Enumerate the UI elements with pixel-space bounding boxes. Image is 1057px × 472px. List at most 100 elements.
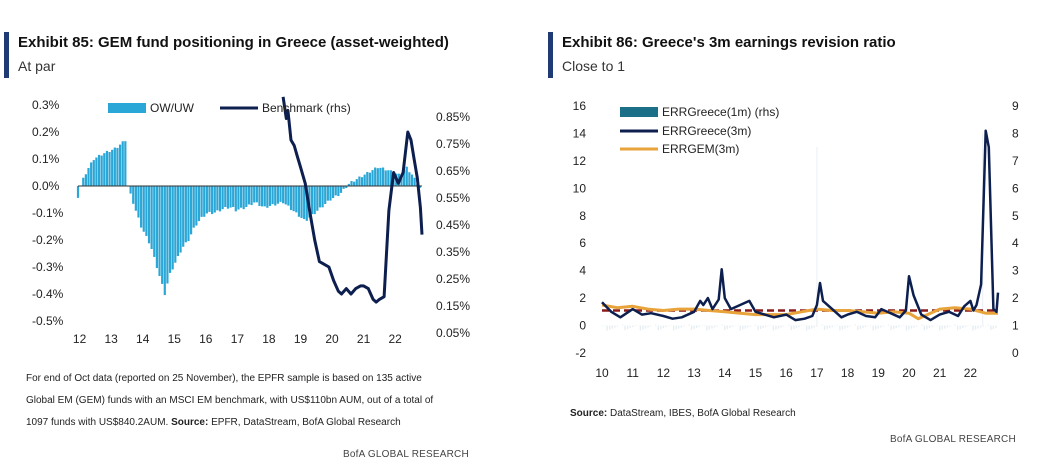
ow-uw-bar [208,186,211,212]
ow-uw-bar [405,166,408,186]
ow-uw-bar [224,186,227,207]
ow-uw-bar [176,186,180,257]
ow-uw-bar [192,186,195,228]
ow-uw-bar [337,186,340,197]
ow-uw-bar [410,174,414,186]
ow-uw-bar [303,186,306,220]
ow-uw-bar [137,186,140,218]
ow-uw-bar [200,186,203,217]
ow-uw-bar [216,186,219,211]
ow-uw-bar [232,186,235,207]
ow-uw-bar [358,176,361,186]
y-right-tick-label: 1 [1012,319,1019,333]
y-left-tick-label: 0.1% [32,152,60,166]
y-right-tick-label: 0.45% [436,218,470,232]
x-tick-label: 19 [294,332,308,346]
ow-uw-bar [363,174,366,186]
ow-uw-bar [418,186,421,188]
exhibit-85-title: Exhibit 85: GEM fund positioning in Gree… [18,34,449,51]
ow-uw-bar [318,186,322,208]
ow-uw-bar [295,186,298,213]
x-tick-label: 14 [136,332,150,346]
ow-uw-bar [413,177,416,186]
x-tick-label: 12 [657,366,671,380]
ow-uw-bar [218,186,222,212]
x-tick-label: 18 [262,332,276,346]
ow-uw-bar [118,144,122,186]
x-tick-label: 15 [168,332,182,346]
ow-uw-bar [147,186,151,244]
ow-uw-bar [211,186,214,215]
ow-uw-bar [400,174,403,186]
ow-uw-bar [403,169,406,186]
exhibit-85-panel: Exhibit 85: GEM fund positioning in Gree… [0,0,520,472]
benchmark-line [281,96,424,304]
ow-uw-bar [245,186,248,207]
ow-uw-bar [134,186,137,211]
legend-label-errgreece-3m: ERRGreece(3m) [662,124,751,138]
ow-uw-bar [229,186,232,208]
y-left-tick-label: 0 [579,319,586,333]
ow-uw-bar [321,186,324,208]
ow-uw-bar [100,155,103,186]
ow-uw-bar [108,151,111,186]
x-tick-label: 13 [687,366,701,380]
source-label: Source: [171,417,209,428]
ow-uw-bar [97,154,101,186]
x-tick-label: 21 [933,366,947,380]
ow-uw-bar [95,157,98,186]
y-right-tick-label: 3 [1012,264,1019,278]
y-left-tick-label: 4 [579,264,586,278]
ow-uw-bar [274,186,277,206]
ow-uw-bar [189,186,193,235]
exhibit-85-chart: 0.3% 0.2% 0.1% 0.0% -0.1% -0.2% -0.3% -0.4% -0.5… [32,96,470,346]
ow-uw-bar [255,186,258,203]
ow-uw-bar [353,181,356,186]
exhibit-86-title: Exhibit 86: Greece's 3m earnings revisio… [562,34,896,51]
legend-swatch-errgreece-1m [620,107,658,117]
y-left-tick-label: 0.2% [32,125,60,139]
ow-uw-bar [339,186,343,193]
ow-uw-bar [266,186,269,208]
ow-uw-bar [174,186,177,263]
y-right-tick-label: 4 [1012,236,1019,250]
ow-uw-bar [158,186,161,276]
x-tick-label: 21 [357,332,371,346]
x-tick-label: 22 [388,332,402,346]
ow-uw-bar [242,186,245,210]
ow-uw-bar [195,186,198,226]
ow-uw-bar [260,186,264,207]
ow-uw-bar [289,186,293,211]
x-tick-label: 20 [325,332,339,346]
y-right-tick-label: 5 [1012,209,1019,223]
ow-uw-bar [213,186,216,213]
ow-uw-bar [226,186,230,209]
ow-uw-bar [142,186,145,232]
exhibit-85-subtitle: At par [18,58,56,74]
exhibit-86-source: Source: DataStream, IBES, BofA Global Re… [570,403,796,425]
ow-uw-bar [197,186,201,222]
ow-uw-bar [379,167,382,186]
ow-uw-bar [145,186,148,236]
ow-uw-bar [247,186,251,205]
ow-uw-bar [368,172,372,186]
errgreece-3m-line [601,129,1000,322]
ow-uw-bar [279,186,282,202]
x-tick-label: 17 [231,332,245,346]
ow-uw-bar [324,186,327,204]
exhibit-86-panel: Exhibit 86: Greece's 3m earnings revisio… [540,0,1057,472]
ow-uw-bar [360,177,364,186]
ow-uw-bar [239,186,243,208]
ow-uw-bar [276,186,279,204]
ow-uw-bar [347,183,350,186]
ow-uw-bar [300,186,303,218]
ow-uw-bar [374,167,377,186]
source-text: EPFR, DataStream, BofA Global Research [208,417,401,428]
ow-uw-bar [84,174,87,186]
y-right-tick-label: 8 [1012,126,1019,140]
y-left-tick-label: 6 [579,236,586,250]
ow-uw-bar [76,186,80,198]
note-line-1: For end of Oct data (reported on 25 Nove… [26,373,422,384]
ow-uw-bar [166,186,169,284]
ow-uw-bar [384,170,387,186]
